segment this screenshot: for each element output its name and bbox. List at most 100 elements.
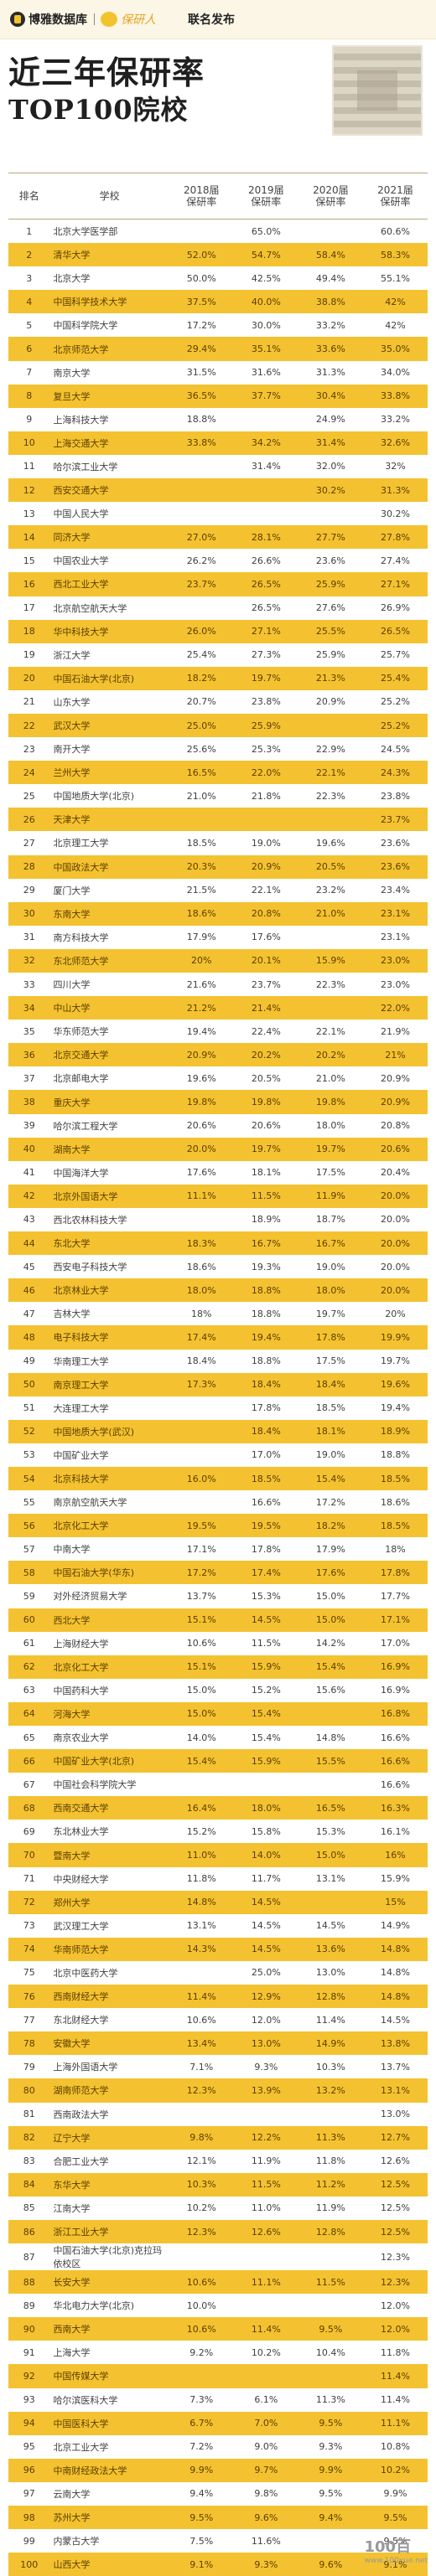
rate-cell: 23.0% xyxy=(363,949,428,973)
rate-cell: 23.7% xyxy=(234,973,298,996)
school-cell: 中国政法大学 xyxy=(49,855,169,879)
rate-cell: 18.9% xyxy=(234,1208,298,1231)
rate-cell: 18.0% xyxy=(298,1114,363,1138)
rate-cell: 23.4% xyxy=(363,879,428,902)
rate-cell: 13.8% xyxy=(363,2031,428,2055)
rate-cell: 20.7% xyxy=(169,690,234,714)
rate-cell: 30.0% xyxy=(234,313,298,337)
rate-cell xyxy=(298,2243,363,2270)
school-cell: 中南大学 xyxy=(49,1537,169,1561)
rank-cell: 83 xyxy=(8,2150,49,2173)
rate-cell xyxy=(298,219,363,244)
rate-cell: 19.4% xyxy=(169,1020,234,1043)
school-cell: 中国科学技术大学 xyxy=(49,290,169,313)
rate-cell: 14.8% xyxy=(363,1938,428,1961)
rate-cell: 18.0% xyxy=(234,1796,298,1820)
header-bar: 博雅数据库 保研人 联名发布 xyxy=(0,0,436,39)
school-cell: 兰州大学 xyxy=(49,761,169,784)
rate-cell: 58.3% xyxy=(363,243,428,266)
school-cell: 北京理工大学 xyxy=(49,831,169,854)
rate-cell: 54.7% xyxy=(234,243,298,266)
rate-cell: 17.2% xyxy=(169,1561,234,1584)
rate-cell: 30.2% xyxy=(298,478,363,502)
rate-cell: 15.9% xyxy=(363,1867,428,1891)
rank-cell: 67 xyxy=(8,1773,49,1796)
school-cell: 中国医科大学 xyxy=(49,2412,169,2435)
rate-cell: 27.4% xyxy=(363,549,428,572)
rate-cell xyxy=(234,408,298,431)
rate-cell: 18.5% xyxy=(298,1396,363,1420)
rate-cell: 12.5% xyxy=(363,2220,428,2243)
school-cell: 浙江工业大学 xyxy=(49,2220,169,2243)
rate-cell: 23.1% xyxy=(363,926,428,949)
baoyanren-logo-icon xyxy=(101,12,117,27)
rate-cell: 11.0% xyxy=(234,2197,298,2220)
school-cell: 西北工业大学 xyxy=(49,572,169,596)
rate-cell: 20.4% xyxy=(363,1161,428,1185)
rank-cell: 5 xyxy=(8,313,49,337)
rate-cell: 9.3% xyxy=(298,2435,363,2459)
rate-cell: 16.0% xyxy=(169,1467,234,1490)
rank-cell: 49 xyxy=(8,1350,49,1373)
rate-cell: 18.2% xyxy=(169,667,234,690)
rate-cell: 24.5% xyxy=(363,737,428,761)
rate-cell: 28.1% xyxy=(234,525,298,549)
rate-cell: 12.3% xyxy=(169,2220,234,2243)
school-cell: 湖南大学 xyxy=(49,1138,169,1161)
rate-cell: 20.6% xyxy=(234,1114,298,1138)
rate-cell xyxy=(234,2103,298,2126)
rate-cell: 12.1% xyxy=(169,2150,234,2173)
rate-cell xyxy=(298,714,363,737)
school-cell: 中国地质大学(北京) xyxy=(49,784,169,808)
rank-cell: 37 xyxy=(8,1066,49,1090)
rate-cell: 13.0% xyxy=(234,2031,298,2055)
rate-cell: 22.0% xyxy=(363,996,428,1020)
rank-cell: 89 xyxy=(8,2294,49,2317)
rank-cell: 66 xyxy=(8,1749,49,1773)
column-header: 2021届保研率 xyxy=(363,173,428,219)
rate-cell: 25.5% xyxy=(298,620,363,643)
rank-cell: 64 xyxy=(8,1702,49,1726)
rank-cell: 58 xyxy=(8,1561,49,1584)
rate-cell: 16.1% xyxy=(363,1820,428,1843)
school-cell: 南开大学 xyxy=(49,737,169,761)
rate-cell: 36.5% xyxy=(169,385,234,408)
rate-cell: 20.0% xyxy=(363,1255,428,1278)
rank-cell: 72 xyxy=(8,1891,49,1914)
rate-cell: 25.2% xyxy=(363,690,428,714)
rate-cell: 18.5% xyxy=(363,1467,428,1490)
rate-cell: 22.0% xyxy=(234,761,298,784)
rate-cell: 18.8% xyxy=(234,1302,298,1325)
rate-cell: 12.0% xyxy=(363,2294,428,2317)
rate-cell xyxy=(169,2364,234,2388)
school-cell: 中国传媒大学 xyxy=(49,2364,169,2388)
rate-cell: 18.8% xyxy=(234,1278,298,1302)
rank-cell: 80 xyxy=(8,2078,49,2102)
rate-cell: 15.4% xyxy=(234,1702,298,1726)
rank-cell: 42 xyxy=(8,1185,49,1208)
school-cell: 西南政法大学 xyxy=(49,2103,169,2126)
rate-cell: 11.2% xyxy=(298,2173,363,2197)
rank-cell: 76 xyxy=(8,1985,49,2008)
rate-cell xyxy=(298,1891,363,1914)
rate-cell xyxy=(234,1773,298,1796)
rank-cell: 19 xyxy=(8,643,49,667)
